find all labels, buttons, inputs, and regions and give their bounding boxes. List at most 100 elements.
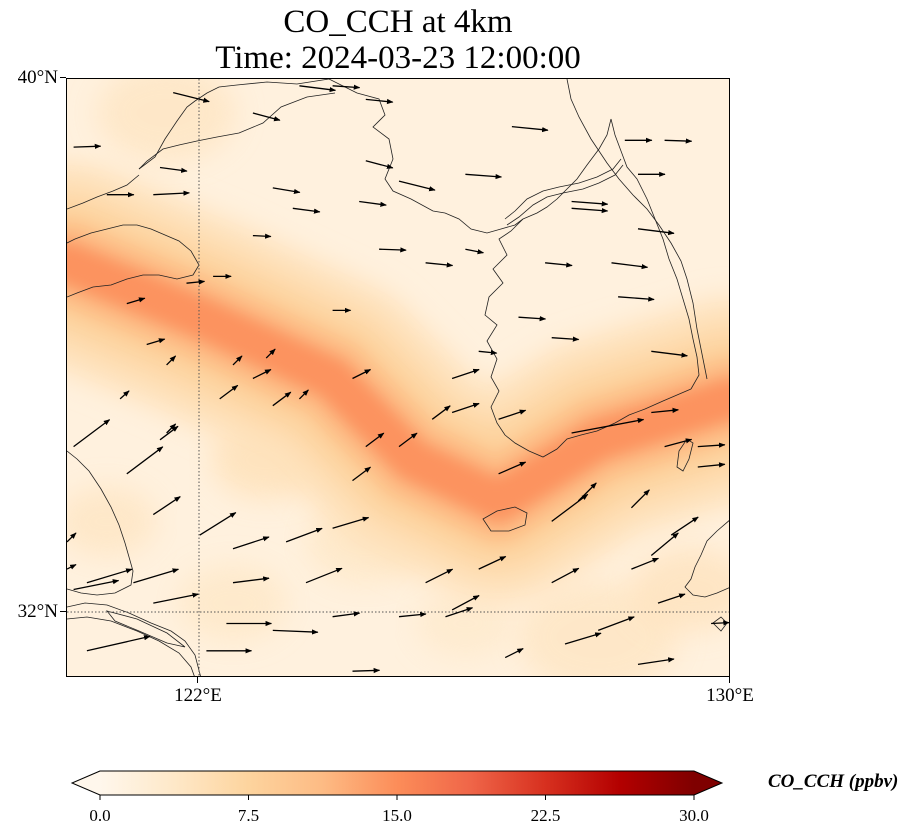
wind-arrow [119, 390, 130, 400]
lat-tick-mark-40n [60, 77, 66, 78]
wind-arrow [551, 567, 580, 584]
wind-arrow [571, 207, 609, 214]
lon-tick-mark-130e [729, 677, 730, 683]
wind-arrow [272, 187, 301, 195]
wind-arrow [431, 405, 451, 420]
wind-arrow [637, 228, 675, 236]
wind-arrow [379, 247, 407, 253]
wind-arrow [697, 462, 726, 468]
wind-arrow [232, 355, 243, 366]
wind-arrow [166, 355, 177, 366]
lat-tick-label-32n: 32°N [17, 601, 58, 622]
wind-vectors [67, 84, 729, 674]
wind-arrow [232, 536, 270, 550]
wind-arrow [545, 262, 573, 268]
wind-arrow [551, 493, 589, 522]
jeju-island [482, 506, 528, 532]
background-patch [631, 547, 729, 632]
wind-arrow [146, 338, 166, 346]
dmz-border-2 [506, 164, 624, 226]
wind-arrow [670, 516, 699, 536]
background-patch [178, 564, 288, 642]
colorbar-tick-label: 15.0 [382, 806, 412, 825]
wind-arrow [166, 423, 177, 434]
wind-arrow [292, 207, 321, 214]
wind-arrow [518, 316, 547, 322]
wind-arrow [173, 91, 210, 103]
colorbar-tick-label: 7.5 [237, 806, 260, 825]
wind-arrow [252, 368, 272, 380]
wind-arrow [451, 594, 480, 611]
wind-arrow [398, 432, 418, 448]
map-panel[interactable] [66, 78, 730, 677]
colorbar-extend-min [72, 771, 100, 795]
wind-arrow [650, 532, 679, 556]
wind-arrow [153, 592, 199, 604]
wind-arrow [153, 190, 190, 196]
colorbar-extend-max [694, 771, 722, 795]
wind-arrow [564, 632, 602, 645]
coastline-shandong-north [67, 174, 140, 210]
kyushu-coast [684, 520, 729, 598]
wind-arrow [618, 296, 655, 302]
wind-arrow [631, 557, 660, 570]
wind-arrow [504, 648, 524, 659]
wind-arrow [352, 667, 381, 674]
coastline-korea-east [610, 118, 700, 390]
wind-arrow [265, 348, 276, 359]
lon-tick-mark-122e [197, 677, 198, 683]
wind-arrow [551, 336, 580, 342]
wind-arrow [445, 607, 474, 618]
colorbar-tick-label: 30.0 [679, 806, 709, 825]
dmz-border [504, 158, 622, 220]
wind-arrow [664, 438, 693, 448]
coastlines [67, 79, 729, 676]
wind-arrow [651, 407, 679, 414]
wind-arrow [365, 98, 394, 105]
colorbar-ticks [99, 795, 695, 800]
wind-arrow [352, 466, 372, 482]
lon-tick-label-130e: 130°E [706, 685, 754, 706]
coastline-liaodong [138, 79, 330, 170]
co-plume [67, 162, 729, 601]
coastline-korea-west [484, 218, 530, 452]
wind-arrow [298, 389, 309, 400]
colorbar-title: CO_CCH (ppbv) [768, 771, 899, 792]
wind-arrow [285, 527, 323, 543]
lat-tick-mark-32n [60, 611, 66, 612]
colorbar-tick-label: 0.0 [89, 806, 111, 825]
wind-arrow [186, 279, 206, 285]
wind-arrow [219, 384, 239, 400]
yangtze-island [105, 610, 186, 648]
wind-arrow [272, 391, 292, 407]
wind-arrow [152, 496, 181, 516]
wind-arrow [465, 173, 503, 180]
background-patch [415, 588, 516, 659]
wind-arrow [664, 138, 693, 144]
yangtze-estuary [67, 602, 201, 676]
wind-arrow [577, 482, 597, 502]
wind-arrow [365, 432, 385, 448]
wind-arrow [73, 143, 102, 149]
wind-arrow [465, 248, 485, 255]
coastline-shandong [67, 224, 200, 298]
wind-arrow [451, 368, 480, 380]
wind-arrow [651, 350, 688, 358]
wind-arrow [398, 180, 436, 192]
coastline-china-east [67, 450, 134, 596]
wind-arrow [365, 160, 394, 169]
wind-arrow [478, 349, 498, 356]
wind-arrow [252, 112, 281, 122]
lon-tick-label-122e: 122°E [174, 685, 222, 706]
wind-arrow [305, 567, 343, 584]
wind-arrow [199, 512, 237, 536]
wind-arrow [597, 616, 635, 632]
wind-arrow [611, 262, 649, 270]
wind-arrow [299, 85, 337, 93]
wind-arrow [252, 233, 272, 239]
wind-arrow [332, 516, 370, 529]
wind-arrow [571, 418, 645, 434]
wind-arrow [511, 125, 549, 133]
wind-arrow [159, 166, 188, 173]
coastline-liaodong-peninsula [138, 92, 336, 170]
